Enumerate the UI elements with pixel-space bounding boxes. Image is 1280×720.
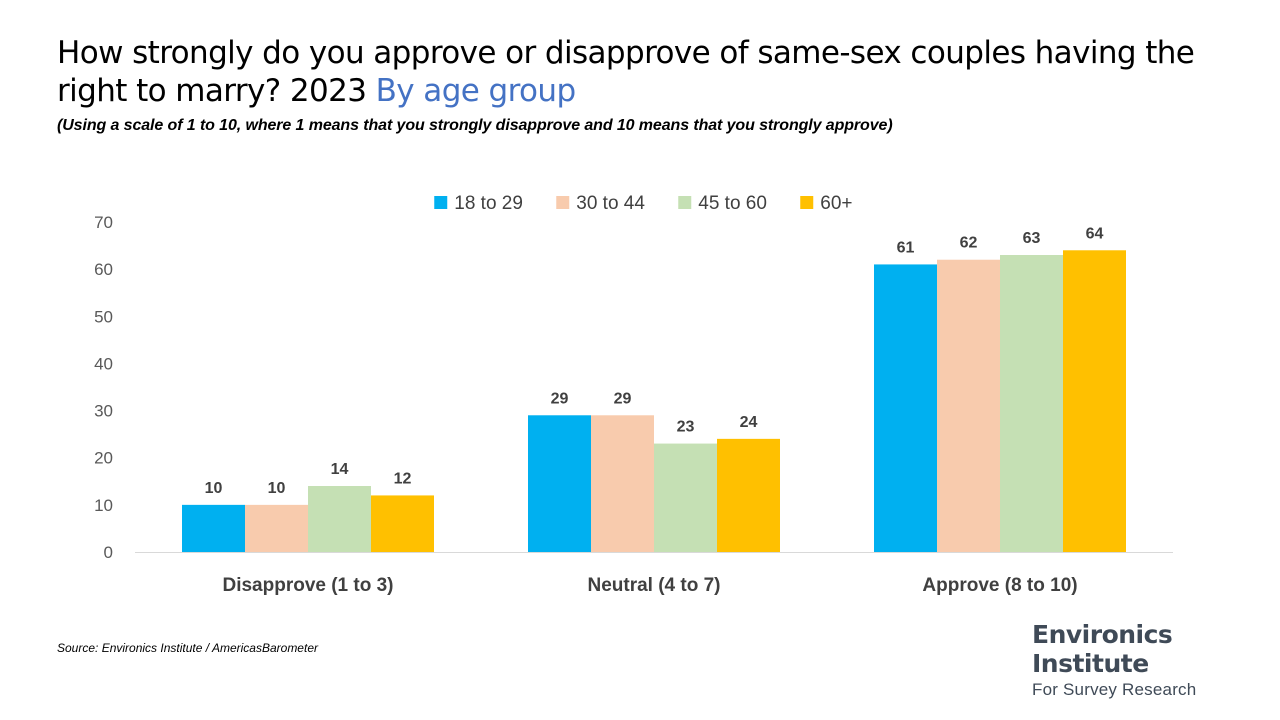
bar — [874, 264, 937, 552]
legend-label: 30 to 44 — [576, 193, 645, 214]
legend-swatch — [800, 196, 814, 209]
legend-swatch — [434, 196, 448, 209]
bar — [528, 415, 591, 552]
bar — [654, 443, 717, 552]
title-highlight: By age group — [375, 73, 577, 109]
data-label: 63 — [1023, 230, 1041, 247]
category-label: Approve (8 to 10) — [922, 575, 1077, 596]
legend-label: 45 to 60 — [698, 193, 767, 214]
y-tick-label: 20 — [94, 449, 113, 468]
bar — [591, 415, 654, 552]
bar — [1063, 250, 1126, 553]
data-label: 10 — [205, 480, 223, 497]
bar — [371, 495, 434, 552]
bar — [308, 486, 371, 552]
legend-label: 60+ — [820, 193, 852, 214]
y-tick-label: 50 — [94, 307, 113, 326]
logo-line-2: Institute — [1032, 649, 1149, 678]
data-label: 64 — [1086, 225, 1104, 242]
y-tick-label: 70 — [94, 213, 113, 232]
source-note: Source: Environics Institute / AmericasB… — [57, 641, 318, 655]
data-label: 29 — [614, 390, 632, 407]
legend-label: 18 to 29 — [454, 193, 523, 214]
logo: Environics Institute For Survey Research — [1032, 620, 1252, 700]
category-label: Disapprove (1 to 3) — [222, 575, 393, 596]
data-label: 10 — [268, 480, 286, 497]
data-label: 61 — [897, 239, 915, 256]
bar — [937, 259, 1000, 552]
legend-swatch — [678, 196, 692, 209]
data-label: 14 — [331, 461, 349, 478]
data-label: 62 — [960, 235, 978, 252]
category-label: Neutral (4 to 7) — [587, 575, 720, 596]
bar — [182, 504, 245, 552]
logo-line-1: Environics — [1032, 620, 1173, 649]
y-tick-label: 40 — [94, 354, 113, 373]
data-label: 12 — [394, 470, 412, 487]
data-label: 29 — [551, 390, 569, 407]
y-tick-label: 0 — [104, 543, 113, 562]
data-label: 24 — [740, 414, 758, 431]
y-tick-label: 60 — [94, 260, 113, 279]
bar — [245, 504, 308, 552]
y-tick-label: 10 — [94, 496, 113, 515]
chart-title: How strongly do you approve or disapprov… — [57, 34, 1257, 110]
y-tick-label: 30 — [94, 402, 113, 421]
bar — [717, 438, 780, 552]
data-label: 23 — [677, 419, 695, 436]
title-main: How strongly do you approve or disapprov… — [57, 35, 1195, 109]
bar — [1000, 255, 1063, 552]
chart-subtitle: (Using a scale of 1 to 10, where 1 means… — [57, 117, 893, 134]
logo-line-3: For Survey Research — [1032, 680, 1197, 699]
legend-swatch — [556, 196, 570, 209]
